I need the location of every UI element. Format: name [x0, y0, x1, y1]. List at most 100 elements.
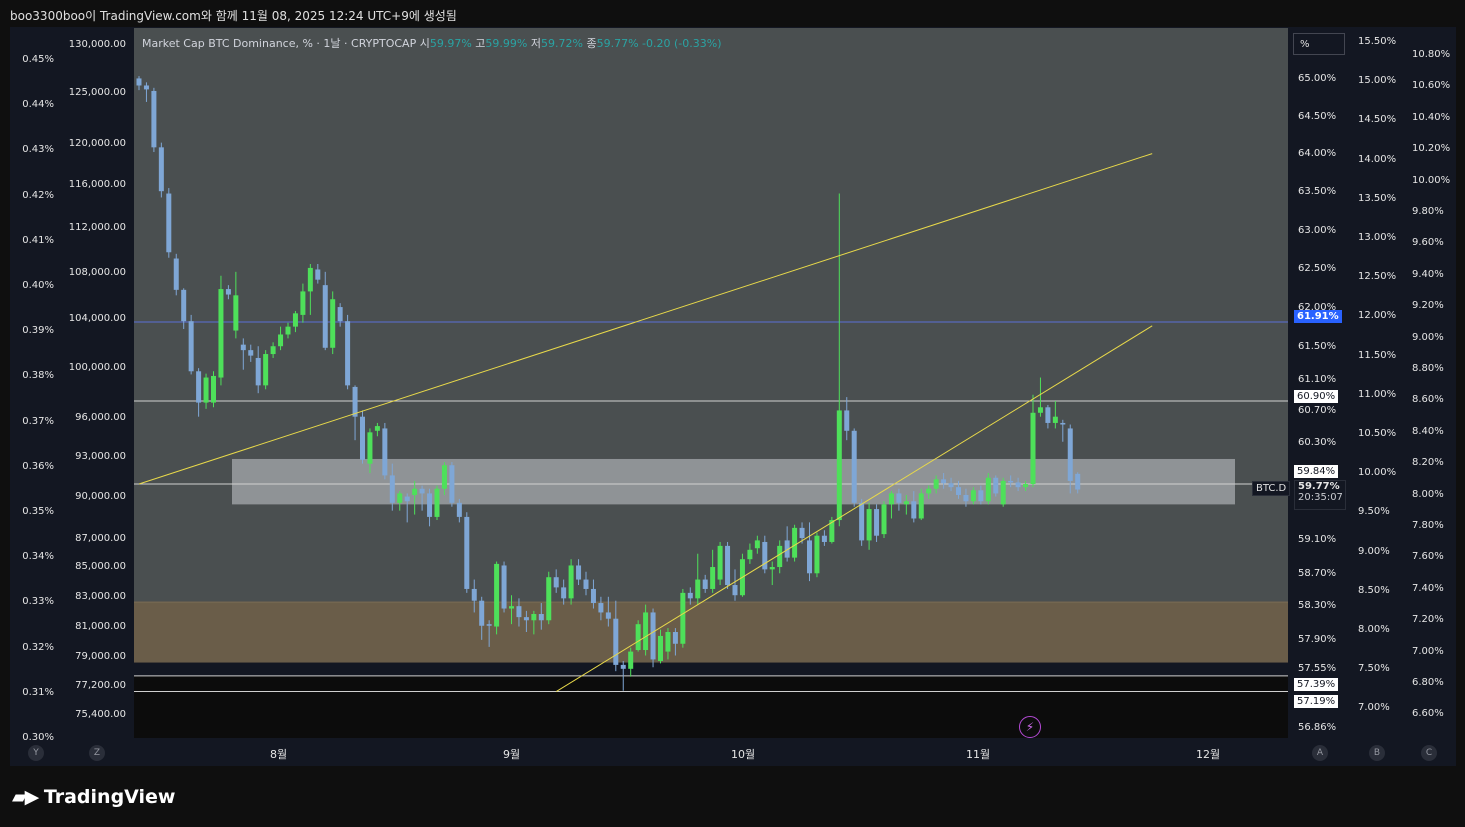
- c-tick-2: 10.40%: [1412, 111, 1451, 123]
- left1-tick-8: 0.37%: [22, 415, 54, 427]
- b-tick-7: 12.00%: [1358, 310, 1397, 322]
- pct-tick-16: 57.55%: [1298, 663, 1337, 674]
- left2-tick-14: 81,000.00: [75, 621, 126, 632]
- right-axis-percent[interactable]: 65.00% 64.50% 64.00% 63.50% 63.00% 62.50% 62.0…: [1290, 27, 1348, 739]
- legend-close-label: 종: [586, 37, 597, 50]
- left1-tick-9: 0.36%: [22, 460, 54, 472]
- right-axis-b[interactable]: 15.50% 15.00% 14.50% 14.00% 13.50% 13.00% 12.5…: [1350, 27, 1402, 739]
- pct-tick-3: 63.50%: [1298, 186, 1337, 197]
- c-tick-0: 10.80%: [1412, 49, 1451, 60]
- left1-tick-10: 0.35%: [22, 506, 54, 517]
- c-tick-18: 7.20%: [1412, 614, 1444, 626]
- legend-low: 59.72%: [541, 37, 583, 50]
- tag-low-1: 57.39%: [1294, 678, 1339, 691]
- b-tick-14: 8.50%: [1358, 584, 1390, 596]
- pct-tick-13: 58.70%: [1298, 568, 1337, 579]
- pct-tick-12: 59.10%: [1298, 534, 1337, 545]
- tag-current-prev: 59.84%: [1294, 465, 1339, 478]
- legend-high: 59.99%: [485, 37, 528, 50]
- left2-tick-15: 79,000.00: [75, 651, 126, 662]
- c-tick-19: 7.00%: [1412, 645, 1444, 657]
- left-axis-1[interactable]: 0.45% 0.44% 0.43% 0.42% 0.41% 0.40% 0.39% 0.38%…: [10, 27, 60, 743]
- pct-tick-15: 57.90%: [1298, 634, 1337, 645]
- axis-corner-y[interactable]: Y: [28, 745, 44, 761]
- left2-tick-2: 120,000.00: [68, 138, 126, 149]
- left1-tick-2: 0.43%: [22, 144, 54, 156]
- c-tick-10: 8.80%: [1412, 363, 1444, 374]
- pct-tick-14: 58.30%: [1298, 600, 1337, 611]
- left1-tick-14: 0.31%: [22, 686, 54, 698]
- month-label-oct: 10월: [731, 748, 756, 761]
- c-tick-3: 10.20%: [1412, 143, 1451, 155]
- tag-countdown: 20:35:07: [1298, 492, 1343, 503]
- axis-corner-z[interactable]: Z: [89, 745, 105, 761]
- left2-tick-17: 75,400.00: [75, 709, 126, 720]
- legend-open-label: 시: [419, 37, 430, 50]
- pct-tick-7: 61.50%: [1298, 341, 1337, 352]
- left1-tick-3: 0.42%: [22, 189, 54, 201]
- legend-high-label: 고: [475, 37, 486, 50]
- month-label-sep: 9월: [503, 748, 521, 761]
- tag-low-2: 57.19%: [1294, 695, 1339, 708]
- axis-corner-b[interactable]: B: [1369, 745, 1385, 761]
- left1-tick-4: 0.41%: [22, 234, 54, 246]
- tag-blue-line: 61.91%: [1294, 310, 1342, 323]
- legend-open: 59.97%: [429, 37, 472, 50]
- right-axis-c[interactable]: 10.80% 10.60% 10.40% 10.20% 10.00% 9.80% 9.60%…: [1404, 27, 1456, 739]
- c-tick-14: 8.00%: [1412, 488, 1444, 500]
- left2-tick-10: 90,000.00: [75, 491, 126, 502]
- tradingview-mark-icon: ▰▶: [12, 786, 39, 808]
- left1-tick-1: 0.44%: [22, 99, 54, 111]
- pct-tick-0: 65.00%: [1298, 73, 1337, 84]
- b-tick-0: 15.50%: [1358, 36, 1397, 47]
- left2-tick-6: 104,000.00: [68, 313, 126, 324]
- left2-tick-13: 83,000.00: [75, 591, 126, 602]
- month-label-aug: 8월: [270, 748, 288, 761]
- left2-tick-12: 85,000.00: [75, 561, 126, 572]
- c-tick-4: 10.00%: [1412, 174, 1451, 186]
- left1-tick-0: 0.45%: [22, 54, 54, 65]
- tag-white-line: 60.90%: [1294, 390, 1339, 403]
- left-axis-2[interactable]: 130,000.00 125,000.00 120,000.00 116,000.00…: [62, 27, 132, 739]
- b-tick-5: 13.00%: [1358, 232, 1397, 243]
- b-tick-1: 15.00%: [1358, 75, 1397, 87]
- left2-tick-8: 96,000.00: [75, 412, 126, 423]
- c-tick-1: 10.60%: [1412, 80, 1451, 92]
- c-tick-9: 9.00%: [1412, 331, 1444, 343]
- alert-bolt-icon[interactable]: ⚡: [1019, 716, 1041, 738]
- pct-tick-4: 63.00%: [1298, 225, 1337, 236]
- b-tick-13: 9.00%: [1358, 545, 1390, 557]
- caption: boo3300boo이 TradingView.com와 함께 11월 08, …: [10, 9, 457, 23]
- legend-close: 59.77%: [596, 37, 639, 50]
- chart-frame: [10, 27, 1456, 766]
- left1-tick-11: 0.34%: [22, 551, 54, 563]
- axis-corner-c[interactable]: C: [1421, 745, 1437, 761]
- c-tick-7: 9.40%: [1412, 268, 1444, 280]
- c-tick-16: 7.60%: [1412, 551, 1444, 563]
- symbol-tag: BTC.D: [1252, 481, 1291, 496]
- left2-tick-7: 100,000.00: [68, 362, 126, 373]
- b-tick-6: 12.50%: [1358, 271, 1397, 283]
- tradingview-logo: ▰▶ TradingView: [12, 786, 176, 808]
- c-tick-8: 9.20%: [1412, 300, 1444, 312]
- left2-tick-4: 112,000.00: [68, 222, 126, 233]
- left1-tick-5: 0.40%: [22, 280, 54, 291]
- b-tick-15: 8.00%: [1358, 624, 1390, 635]
- b-tick-4: 13.50%: [1358, 192, 1397, 204]
- pct-tick-1: 64.50%: [1298, 111, 1337, 122]
- pct-tick-10: 60.30%: [1298, 437, 1337, 448]
- pct-tick-6: 62.00%: [1298, 302, 1337, 313]
- tag-current-block: 59.77% 20:35:07: [1294, 480, 1346, 510]
- left1-tick-15: 0.30%: [22, 732, 54, 743]
- pct-tick-2: 64.00%: [1298, 148, 1337, 159]
- axis-corner-a[interactable]: A: [1312, 745, 1328, 761]
- legend-change: -0.20 (-0.33%): [642, 37, 722, 50]
- left1-tick-7: 0.38%: [22, 370, 54, 382]
- scale-percent-button[interactable]: %: [1293, 33, 1345, 55]
- pct-tick-8: 61.10%: [1298, 374, 1337, 385]
- c-tick-17: 7.40%: [1412, 582, 1444, 594]
- b-tick-3: 14.00%: [1358, 153, 1397, 165]
- b-tick-9: 11.00%: [1358, 388, 1397, 400]
- pct-tick-9: 60.70%: [1298, 405, 1337, 416]
- left2-tick-5: 108,000.00: [68, 267, 126, 278]
